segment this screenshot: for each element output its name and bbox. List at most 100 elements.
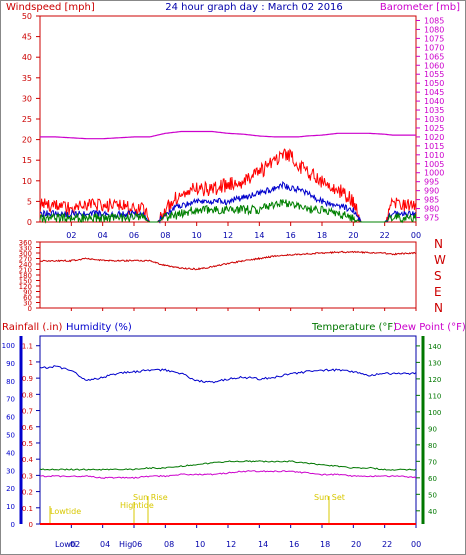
dir-y-tick-label: 300 bbox=[19, 250, 32, 258]
wind-y-tick-label: 40 bbox=[22, 53, 32, 62]
dir-y-tick-label: 360 bbox=[19, 239, 32, 247]
baro-y-tick-label: 1060 bbox=[424, 61, 444, 70]
wind-y-tick-label: 25 bbox=[22, 115, 32, 124]
temp-tick-label: 120 bbox=[428, 376, 441, 384]
dir-y-tick-label: 270 bbox=[19, 256, 32, 264]
wind-x-tick-label: 12 bbox=[223, 231, 233, 240]
dir-series-line bbox=[39, 250, 417, 271]
wind-series-barometer bbox=[40, 130, 416, 140]
humidity-tick-label: 0 bbox=[11, 521, 15, 529]
baro-y-tick-label: 1000 bbox=[424, 169, 444, 178]
bottom-tick-08: 08 bbox=[164, 540, 174, 549]
compass-s: S bbox=[434, 269, 442, 283]
baro-y-tick-label: 975 bbox=[424, 214, 439, 223]
bottom-x-ticks: Lowti 02 04 Hig 06 08 10 12 14 16 18 20 … bbox=[55, 540, 421, 549]
wind-chart-layer: 0510152025303540455097598098599099510001… bbox=[22, 12, 445, 240]
bottom-tick-14: 14 bbox=[258, 540, 268, 549]
wind-x-tick-label: 08 bbox=[160, 231, 170, 240]
baro-y-tick-label: 1050 bbox=[424, 79, 444, 88]
baro-y-tick-label: 1085 bbox=[424, 16, 444, 25]
compass-e: E bbox=[434, 285, 442, 299]
bottom-tick-16: 16 bbox=[289, 540, 299, 549]
humidity-tick-label: 80 bbox=[6, 378, 15, 386]
baro-y-tick-label: 1075 bbox=[424, 34, 444, 43]
wind-x-tick-label: 00 bbox=[411, 231, 421, 240]
temp-tick-label: 130 bbox=[428, 359, 441, 367]
wind-series-speed bbox=[39, 199, 417, 224]
bottom-tick-hig: Hig bbox=[119, 540, 132, 549]
rain-tick-label: 0 bbox=[29, 521, 33, 529]
baro-y-tick-label: 990 bbox=[424, 187, 439, 196]
humidity-tick-label: 100 bbox=[2, 342, 15, 350]
wind-y-tick-label: 10 bbox=[22, 177, 32, 186]
compass-n-top: N bbox=[434, 237, 443, 251]
bottom-tick-06: 06 bbox=[132, 540, 142, 549]
rain-tick-label: 0.3 bbox=[22, 472, 33, 480]
temperature-axis-label: Temperature (°F) bbox=[311, 322, 397, 333]
wind-y-tick-label: 30 bbox=[22, 94, 32, 103]
wind-y-tick-label: 45 bbox=[22, 33, 32, 42]
rain-tick-label: 0.8 bbox=[22, 391, 33, 399]
compass-w: W bbox=[434, 253, 446, 267]
humidity-tick-label: 30 bbox=[6, 467, 15, 475]
temp-tick-label: 100 bbox=[428, 409, 441, 417]
wind-y-tick-label: 20 bbox=[22, 136, 32, 145]
humidity-tick-label: 20 bbox=[6, 485, 15, 493]
wind-x-tick-label: 02 bbox=[66, 231, 76, 240]
dir-y-tick-label: 90 bbox=[23, 289, 32, 297]
baro-y-tick-label: 1025 bbox=[424, 124, 444, 133]
rain-tick-label: 0.4 bbox=[22, 456, 34, 464]
baro-y-tick-label: 980 bbox=[424, 205, 439, 214]
rain-tick-label: 0.9 bbox=[22, 375, 33, 383]
wind-x-tick-label: 18 bbox=[317, 231, 327, 240]
wind-x-tick-label: 10 bbox=[192, 231, 202, 240]
dir-y-tick-label: 180 bbox=[19, 272, 32, 280]
humidity-tick-label: 60 bbox=[6, 414, 15, 422]
rain-tick-label: 0.2 bbox=[22, 489, 33, 497]
bottom-tick-22: 22 bbox=[382, 540, 392, 549]
bottom-tick-18: 18 bbox=[320, 540, 330, 549]
humidity-tick-label: 10 bbox=[6, 503, 15, 511]
wind-x-tick-label: 06 bbox=[129, 231, 139, 240]
sunrise-label: Sun Rise bbox=[133, 493, 168, 502]
wind-y-tick-label: 15 bbox=[22, 156, 32, 165]
bottom-tick-20: 20 bbox=[351, 540, 361, 549]
barometer-axis-label: Barometer [mb] bbox=[380, 2, 460, 13]
temp-tick-label: 80 bbox=[428, 442, 437, 450]
wind-x-tick-label: 22 bbox=[380, 231, 390, 240]
baro-y-tick-label: 985 bbox=[424, 196, 439, 205]
compass-letters: N W S E N bbox=[434, 237, 446, 315]
baro-y-tick-label: 1020 bbox=[424, 133, 444, 142]
baro-y-tick-label: 1035 bbox=[424, 106, 444, 115]
dir-y-tick-label: 30 bbox=[23, 300, 32, 308]
baro-y-tick-label: 995 bbox=[424, 178, 439, 187]
temp-tick-label: 70 bbox=[428, 458, 437, 466]
humidity-tick-label: 40 bbox=[6, 449, 15, 457]
rainfall-axis-label: Rainfall (.in) bbox=[2, 322, 63, 333]
bottom-series-dew-point bbox=[39, 470, 417, 480]
wind-y-tick-label: 50 bbox=[22, 12, 32, 21]
dir-y-tick-label: 0 bbox=[28, 305, 32, 313]
hightide-label: Hightide bbox=[120, 501, 154, 510]
baro-y-tick-label: 1065 bbox=[424, 52, 444, 61]
baro-y-tick-label: 1010 bbox=[424, 151, 444, 160]
dir-y-tick-label: 330 bbox=[19, 245, 32, 253]
rain-tick-label: 1.1 bbox=[22, 343, 33, 351]
lowtide-label: Lowtide bbox=[50, 507, 81, 516]
dewpoint-axis-label: Dew Point (°F) bbox=[394, 322, 466, 333]
dir-y-tick-label: 150 bbox=[19, 278, 32, 286]
bottom-tick-lowti: Lowti bbox=[55, 540, 76, 549]
wind-x-tick-label: 14 bbox=[254, 231, 264, 240]
rain-tick-label: 0.7 bbox=[22, 408, 33, 416]
bottom-tick-00: 00 bbox=[411, 540, 421, 549]
dir-y-tick-label: 60 bbox=[23, 294, 32, 302]
temp-tick-label: 140 bbox=[428, 343, 441, 351]
humidity-tick-label: 50 bbox=[6, 431, 15, 439]
sunset-label: Sun Set bbox=[314, 493, 345, 502]
compass-n-bottom: N bbox=[434, 301, 443, 315]
annotation-layer: Lowtide Hightide Sun Rise Sun Set bbox=[49, 493, 345, 524]
baro-y-tick-label: 1040 bbox=[424, 97, 444, 106]
wind-series-gust bbox=[39, 148, 417, 223]
wind-y-tick-label: 35 bbox=[22, 74, 32, 83]
